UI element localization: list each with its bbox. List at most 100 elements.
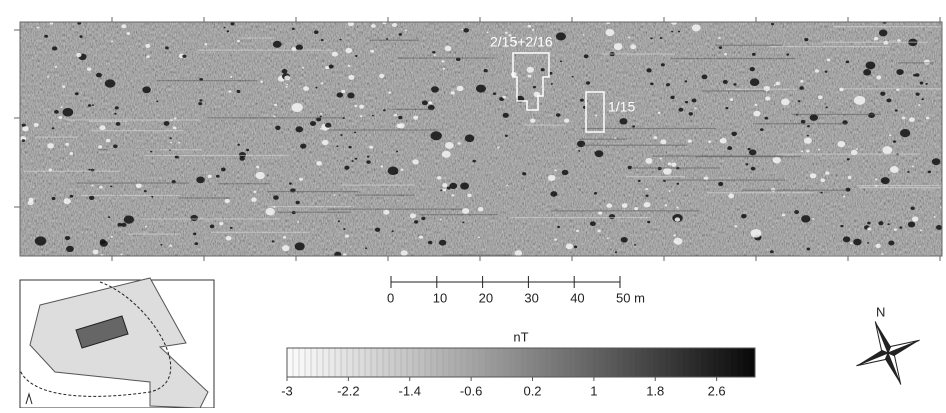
anomaly <box>69 194 74 198</box>
anomaly <box>817 95 823 100</box>
anomaly <box>668 190 671 192</box>
anomaly <box>645 194 649 197</box>
anomaly <box>444 45 452 52</box>
anomaly <box>295 200 300 205</box>
streak <box>76 182 189 184</box>
streak <box>551 210 700 212</box>
anomaly <box>442 188 447 192</box>
anomaly <box>331 51 338 57</box>
anomaly <box>215 174 220 178</box>
anomaly <box>483 69 488 73</box>
anomaly <box>670 95 675 100</box>
streak <box>90 130 184 132</box>
anomaly <box>219 221 224 226</box>
color-step <box>629 348 636 377</box>
color-tick-label: -0.6 <box>460 383 482 398</box>
anomaly <box>336 145 339 148</box>
anomaly <box>630 44 637 50</box>
anomaly <box>751 52 756 56</box>
anomaly <box>207 174 212 179</box>
color-tick-label: 2.6 <box>708 383 726 398</box>
color-step <box>719 348 726 377</box>
anomaly <box>676 206 679 209</box>
anomaly <box>747 147 751 151</box>
anomaly <box>867 221 871 225</box>
color-step <box>659 348 666 377</box>
anomaly <box>391 22 397 27</box>
anomaly <box>256 165 260 169</box>
anomaly <box>749 66 755 72</box>
anomaly <box>659 37 663 40</box>
anomaly <box>436 176 442 180</box>
streak <box>89 120 129 122</box>
anomaly <box>371 114 374 117</box>
anomaly <box>172 126 177 130</box>
color-step <box>641 348 648 377</box>
anomaly <box>442 183 448 188</box>
anomaly <box>223 26 226 29</box>
anomaly <box>431 86 439 93</box>
anomaly <box>272 40 282 48</box>
color-step <box>365 348 372 377</box>
color-step <box>335 348 342 377</box>
anomaly <box>688 112 693 116</box>
anomaly <box>88 168 91 171</box>
anomaly <box>371 24 376 28</box>
anomaly <box>899 128 911 138</box>
anomaly <box>460 182 470 190</box>
anomaly <box>907 170 910 173</box>
anomaly <box>620 236 628 243</box>
anomaly <box>842 236 851 243</box>
color-bar-title: nT <box>513 329 528 344</box>
color-step <box>479 348 486 377</box>
color-step <box>611 348 618 377</box>
anomaly <box>825 106 828 109</box>
anomaly <box>664 204 668 207</box>
anomaly <box>121 222 127 227</box>
anomaly <box>550 191 558 197</box>
anomaly <box>151 195 154 198</box>
anomaly <box>297 221 300 223</box>
anomaly <box>340 134 343 136</box>
anomaly <box>557 225 560 229</box>
streak <box>178 197 231 199</box>
anomaly <box>388 91 392 94</box>
color-step <box>395 348 402 377</box>
anomaly <box>914 73 920 77</box>
anomaly <box>260 80 264 83</box>
anomaly <box>295 44 303 51</box>
streak <box>397 57 495 59</box>
streak <box>354 194 415 196</box>
anomaly <box>839 87 844 92</box>
anomaly <box>873 36 879 41</box>
scale-label: 40 <box>570 290 584 305</box>
anomaly <box>915 92 920 96</box>
anomaly <box>413 115 419 120</box>
anomaly <box>91 184 94 187</box>
anomaly <box>282 235 287 239</box>
anomaly <box>325 66 330 70</box>
anomaly <box>921 98 924 101</box>
color-step <box>689 348 696 377</box>
anomaly <box>526 66 535 73</box>
color-step <box>461 348 468 377</box>
streak <box>844 88 942 90</box>
color-step <box>581 348 588 377</box>
anomaly <box>98 145 103 149</box>
boundary-line <box>19 281 172 397</box>
anomaly <box>369 145 374 149</box>
anomaly <box>366 160 371 164</box>
anomaly <box>320 82 324 85</box>
streak <box>582 144 688 146</box>
anomaly <box>653 136 658 140</box>
anomaly <box>60 106 63 109</box>
anomaly <box>522 172 527 176</box>
anomaly <box>54 65 58 68</box>
anomaly <box>104 79 116 88</box>
anomaly <box>806 134 809 137</box>
anomaly <box>36 26 40 29</box>
anomaly <box>579 98 584 102</box>
anomaly <box>229 75 233 78</box>
color-step <box>329 348 336 377</box>
